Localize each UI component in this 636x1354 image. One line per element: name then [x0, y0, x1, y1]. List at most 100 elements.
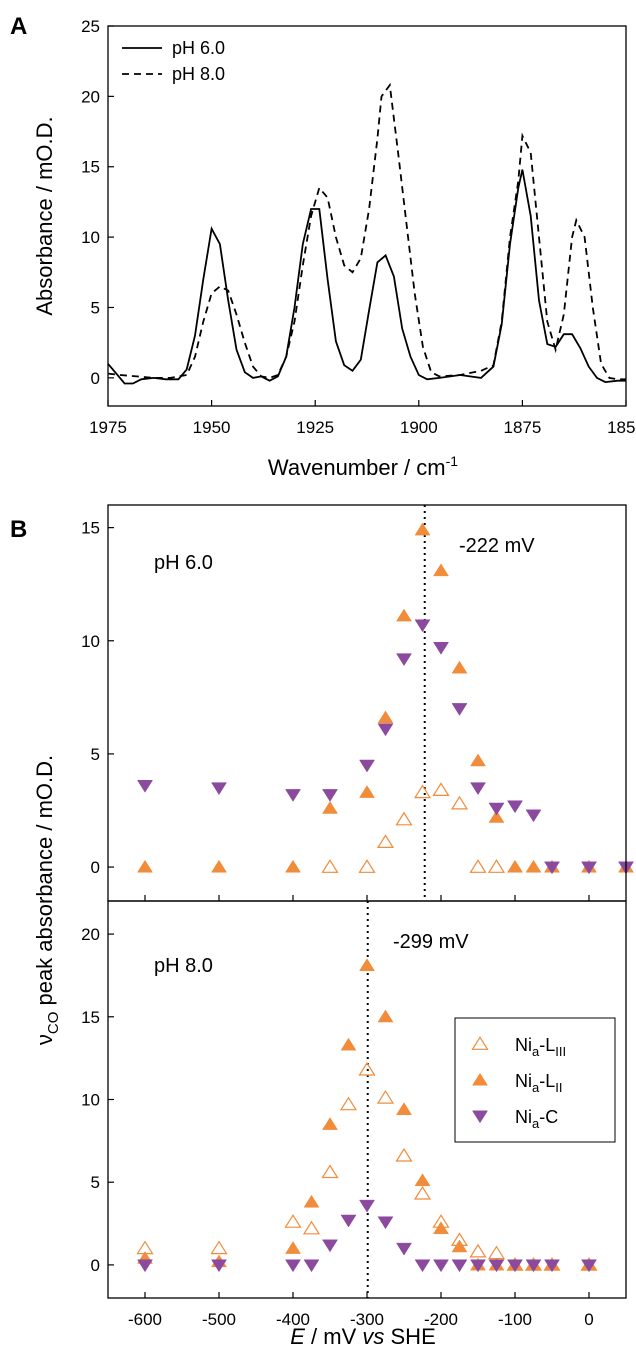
panel-b-bottom-frame	[107, 900, 627, 1299]
panel-a-legend: pH 6.0 pH 8.0	[122, 38, 225, 84]
point-ni-c	[451, 1259, 468, 1273]
point-ni-l-iii	[210, 1240, 228, 1255]
panel-b-points	[136, 522, 634, 1273]
point-ni-c	[322, 789, 338, 802]
point-ni-l-ii	[451, 660, 468, 674]
point-ni-l-ii	[470, 753, 486, 767]
panel-a-ylabel: Absorbance / mO.D.	[32, 116, 57, 315]
y-tick-label: 15	[81, 158, 100, 177]
point-ni-l-iii	[413, 1185, 432, 1200]
x-tick-label: 0	[584, 1310, 593, 1329]
point-ni-c	[396, 653, 412, 667]
legend-label: Nia-C	[515, 1107, 558, 1131]
point-ni-c	[488, 1259, 505, 1273]
point-ni-c	[433, 642, 449, 655]
point-ni-l-iii	[376, 834, 395, 849]
point-ni-c	[470, 1259, 486, 1273]
point-ni-l-ii	[377, 1009, 394, 1023]
x-tick-label: -100	[498, 1310, 532, 1329]
point-ni-l-ii	[414, 1173, 431, 1187]
series-line-ph8	[107, 82, 626, 381]
point-ni-l-iii	[450, 795, 469, 810]
point-ni-c	[544, 861, 560, 875]
point-ni-l-ii	[285, 859, 301, 873]
point-ni-c	[322, 1239, 338, 1253]
panel-b-xlabel: E / mV vs SHE	[290, 1324, 436, 1349]
point-ni-c	[544, 1259, 560, 1273]
point-ni-l-iii	[413, 784, 432, 799]
point-ni-c	[525, 809, 542, 823]
point-ni-c	[581, 1259, 597, 1273]
point-ni-c	[507, 800, 523, 814]
point-ni-l-iii	[469, 859, 487, 873]
point-ni-l-ii	[414, 522, 431, 536]
point-ni-l-ii	[303, 1194, 320, 1208]
y-tick-label: 20	[81, 925, 100, 944]
point-ni-c	[396, 1242, 412, 1256]
x-tick-label: -300	[350, 1310, 384, 1329]
point-ni-l-ii	[507, 859, 523, 873]
point-ni-l-iii	[487, 1245, 506, 1260]
panel-b: B 0 5 10 15 0 5 10 15 20 -600 -500 -400 -300 -200 -100…	[10, 504, 634, 1349]
point-ni-l-ii	[322, 1117, 338, 1130]
point-ni-l-ii	[433, 563, 449, 577]
point-ni-l-ii	[137, 859, 153, 873]
point-ni-l-ii	[359, 958, 375, 972]
point-ni-l-ii	[211, 859, 227, 873]
point-ni-l-iii	[321, 1164, 339, 1179]
point-ni-c	[433, 1259, 449, 1273]
point-ni-c	[581, 861, 597, 875]
y-tick-label: 5	[91, 1173, 100, 1192]
x-tick-label: -600	[128, 1310, 162, 1329]
point-ni-l-iii	[432, 782, 450, 797]
point-ni-l-iii	[469, 1243, 487, 1258]
point-ni-l-ii	[433, 1221, 449, 1235]
subpanel-top-label: pH 6.0	[154, 552, 213, 574]
legend-label-ph8: pH 8.0	[172, 64, 225, 84]
x-tick-label: 1875	[503, 418, 541, 437]
point-ni-c	[525, 1259, 542, 1273]
y-tick-label: 10	[81, 632, 100, 651]
point-ni-c	[488, 802, 505, 816]
panel-b-legend: Nia-LIII Nia-LII Nia-C	[454, 1017, 616, 1143]
point-ni-c	[303, 1259, 320, 1273]
point-ni-l-iii	[487, 859, 506, 873]
x-tick-label: -200	[424, 1310, 458, 1329]
point-ni-c	[472, 1110, 488, 1124]
point-ni-l-iii	[395, 811, 413, 826]
panel-a-label: A	[10, 13, 27, 40]
point-ni-c	[340, 1214, 357, 1228]
subpanel-bottom-annotation: -299 mV	[393, 931, 469, 953]
subpanel-top-annotation: -222 mV	[459, 535, 535, 557]
panel-b-ticks: 0 5 10 15 0 5 10 15 20 -600 -500 -400 -300 -200 -100 0	[81, 519, 594, 1329]
point-ni-l-iii	[339, 1096, 358, 1111]
x-tick-label: 1900	[400, 418, 438, 437]
y-tick-label: 0	[91, 369, 100, 388]
point-ni-c	[451, 703, 468, 716]
point-ni-l-iii	[321, 859, 339, 873]
legend-label: Nia-LII	[515, 1071, 562, 1095]
point-ni-l-ii	[396, 608, 412, 622]
point-ni-c	[211, 1259, 227, 1273]
point-ni-l-ii	[285, 1241, 301, 1254]
panel-a-series	[107, 82, 626, 385]
point-ni-l-iii	[358, 859, 376, 873]
point-ni-c	[470, 782, 486, 796]
y-tick-label: 0	[91, 1256, 100, 1275]
point-ni-c	[359, 1199, 375, 1213]
legend-label: Nia-LIII	[515, 1035, 566, 1059]
y-tick-label: 10	[81, 228, 100, 247]
panel-b-ylabel: νCO peak absorbance / mO.D.	[32, 755, 62, 1045]
point-ni-c	[211, 782, 227, 796]
point-ni-c	[285, 789, 301, 802]
point-ni-l-iii	[358, 1061, 376, 1076]
point-ni-c	[137, 1259, 153, 1273]
y-tick-label: 5	[91, 745, 100, 764]
point-ni-c	[414, 1259, 431, 1273]
point-ni-l-iii	[302, 1220, 321, 1235]
point-ni-l-ii	[472, 1072, 488, 1086]
panel-a-frame	[107, 25, 627, 407]
